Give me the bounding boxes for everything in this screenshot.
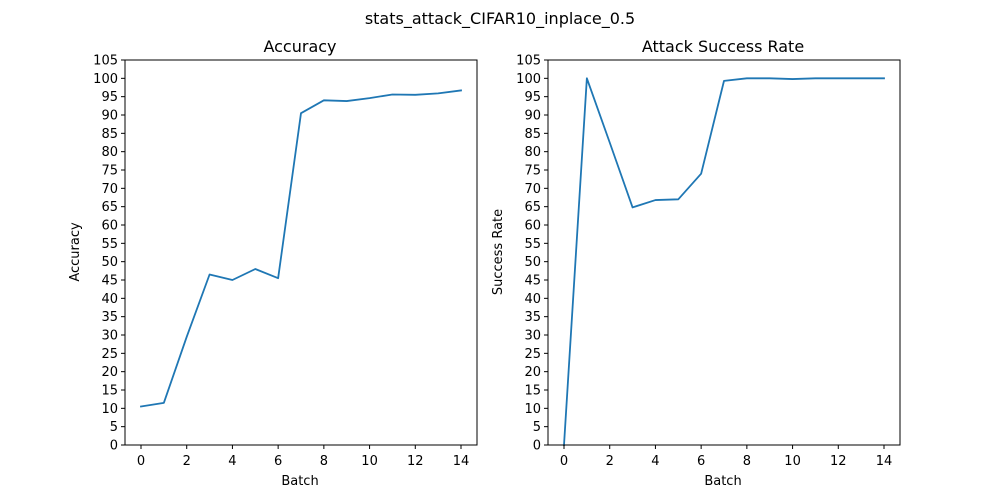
attack-success-rate-y-tick-label: 100 [516,72,541,87]
accuracy-subplot: Accuracy Batch Accuracy 0 2 4 6 8 10 12 14 0 5 10 1… [68,37,478,489]
attack-success-rate-y-tick-label: 70 [524,182,541,197]
accuracy-y-tick-label: 15 [101,384,118,399]
attack-success-rate-y-tick-label: 60 [524,219,541,234]
accuracy-y-tick-label: 10 [101,402,118,417]
attack-success-rate-x-tick-label: 12 [830,454,847,469]
accuracy-x-tick-label: 4 [228,454,236,469]
accuracy-y-tick-label: 75 [101,164,118,179]
attack-success-rate-y-tick-label: 25 [524,347,541,362]
accuracy-x-tick-label: 10 [361,454,378,469]
attack-success-rate-y-tick-label: 35 [524,310,541,325]
accuracy-y-tick-label: 40 [101,292,118,307]
attack-success-rate-y-tick-label: 95 [524,90,541,105]
attack-success-rate-y-tick-label: 45 [524,274,541,289]
attack-success-rate-y-tick-label: 65 [524,200,541,215]
accuracy-x-tick-label: 2 [183,454,191,469]
attack-success-rate-y-tick-label: 30 [524,329,541,344]
accuracy-x-tick-label: 6 [274,454,282,469]
accuracy-chart-title: Accuracy [263,37,336,56]
attack-success-rate-y-tick-label: 10 [524,402,541,417]
attack-success-rate-x-tick-label: 4 [651,454,659,469]
attack-success-rate-y-tick-label: 0 [533,439,541,454]
accuracy-y-tick-label: 45 [101,274,118,289]
accuracy-series-line [139,89,463,408]
attack-success-rate-y-tick-label: 50 [524,255,541,270]
accuracy-x-axis-label: Batch [281,474,318,489]
accuracy-y-tick-label: 20 [101,365,118,380]
accuracy-y-tick-label: 80 [101,145,118,160]
attack-success-rate-x-axis-label: Batch [704,474,741,489]
accuracy-y-tick-label: 90 [101,109,118,124]
attack-success-rate-series-line [563,77,885,446]
attack-success-rate-y-tick-label: 40 [524,292,541,307]
attack-success-rate-y-tick-label: 20 [524,365,541,380]
accuracy-y-tick-label: 60 [101,219,118,234]
attack-success-rate-chart-title: Attack Success Rate [642,37,804,56]
attack-success-rate-x-tick-label: 0 [560,454,568,469]
accuracy-x-tick-label: 8 [320,454,328,469]
attack-success-rate-y-tick-label: 15 [524,384,541,399]
accuracy-y-tick-label: 55 [101,237,118,252]
accuracy-y-tick-label: 35 [101,310,118,325]
attack-success-rate-y-tick-label: 90 [524,109,541,124]
accuracy-y-tick-label: 30 [101,329,118,344]
accuracy-x-tick-label: 0 [137,454,145,469]
figure-title: stats_attack_CIFAR10_inplace_0.5 [365,9,635,29]
accuracy-y-tick-label: 70 [101,182,118,197]
accuracy-y-tick-label: 100 [93,72,118,87]
accuracy-y-tick-label: 50 [101,255,118,270]
attack-success-rate-x-tick-label: 6 [697,454,705,469]
accuracy-x-tick-label: 14 [453,454,470,469]
attack-success-rate-x-tick-label: 8 [743,454,751,469]
accuracy-y-tick-label: 65 [101,200,118,215]
attack-success-rate-y-tick-label: 80 [524,145,541,160]
attack-success-rate-x-tick-label: 10 [784,454,801,469]
attack-success-rate-axes-frame [547,59,901,446]
attack-success-rate-y-tick-label: 75 [524,164,541,179]
attack-success-rate-subplot: Attack Success Rate Batch Success Rate 0… [491,37,901,489]
accuracy-x-tick-label: 12 [407,454,424,469]
attack-success-rate-x-tick-label: 2 [606,454,614,469]
accuracy-y-tick-label: 5 [110,420,118,435]
accuracy-y-tick-label: 105 [93,54,118,69]
attack-success-rate-y-tick-label: 85 [524,127,541,142]
accuracy-y-axis-label: Accuracy [68,222,83,282]
attack-success-rate-plot-marks: 0 2 4 6 8 10 12 14 0 5 10 15 20 25 30 35 40 45 50 55 60 65 70 7… [516,54,901,469]
accuracy-y-tick-label: 25 [101,347,118,362]
attack-success-rate-y-tick-label: 5 [533,420,541,435]
accuracy-axes-frame [124,59,478,446]
attack-success-rate-y-axis-label: Success Rate [491,209,506,295]
attack-success-rate-y-tick-label: 55 [524,237,541,252]
accuracy-y-tick-label: 0 [110,439,118,454]
attack-success-rate-y-tick-label: 105 [516,54,541,69]
attack-success-rate-x-tick-label: 14 [876,454,893,469]
accuracy-plot-marks: 0 2 4 6 8 10 12 14 0 5 10 15 20 25 30 35 40 45 50 55 60 65 70 7… [93,54,478,469]
accuracy-y-tick-label: 85 [101,127,118,142]
accuracy-y-tick-label: 95 [101,90,118,105]
